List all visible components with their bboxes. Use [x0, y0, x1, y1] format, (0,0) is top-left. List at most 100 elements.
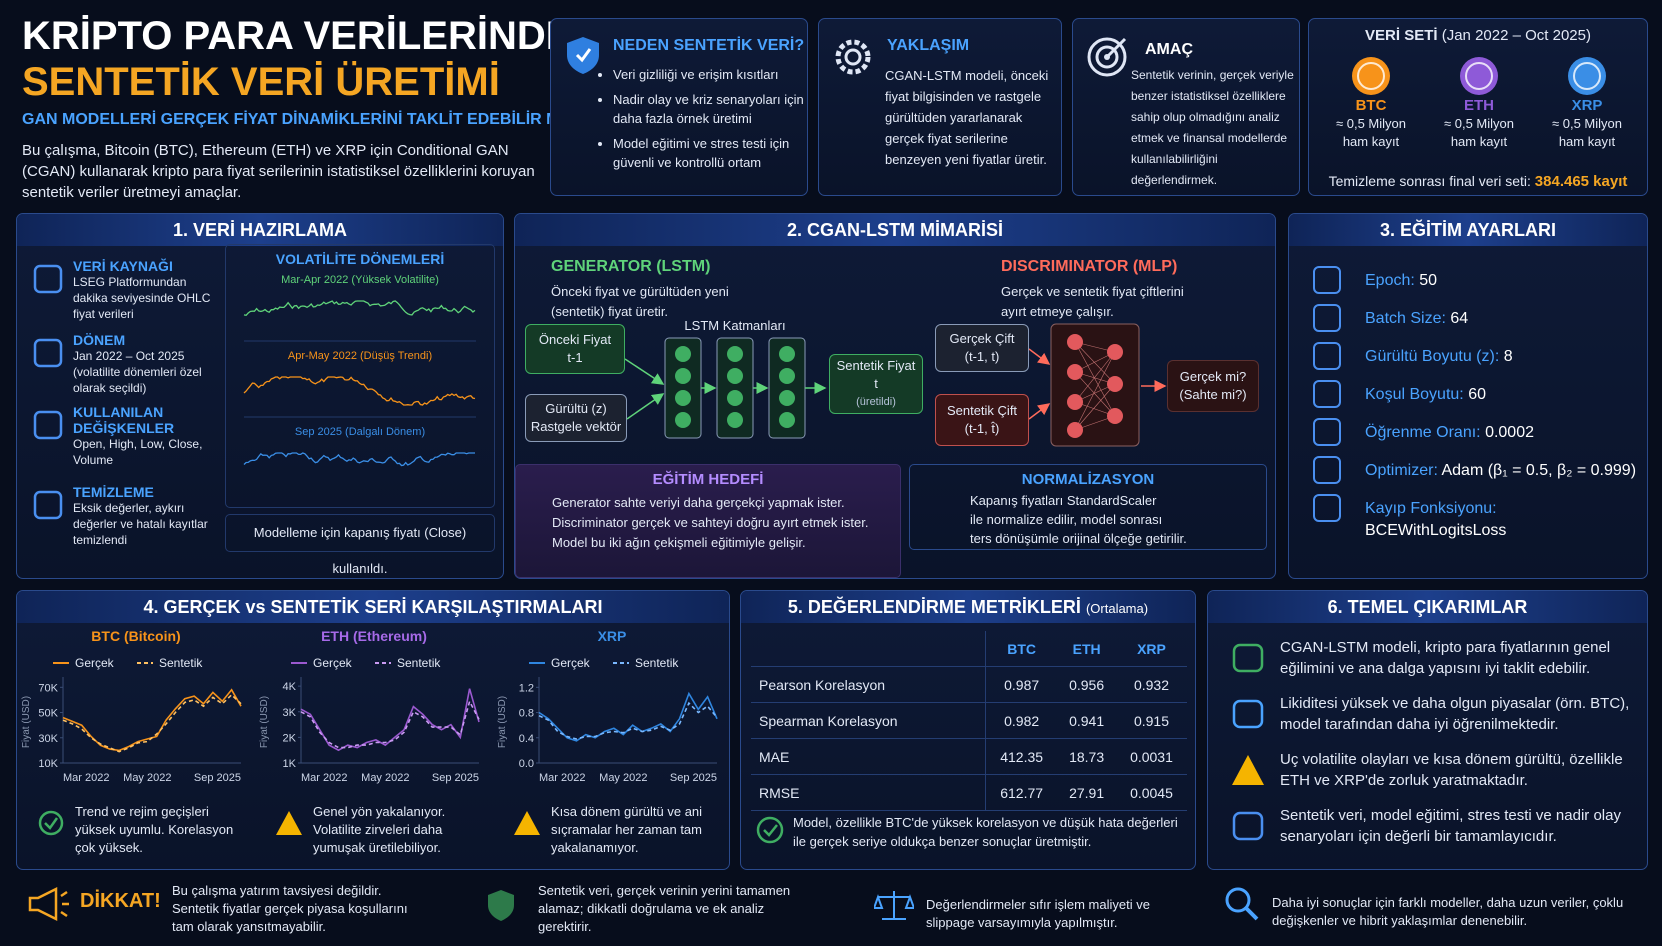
item-text: Open, High, Low, Close, Volume: [73, 437, 203, 467]
setting-icon: [1313, 380, 1341, 408]
coin-icon: [1460, 57, 1498, 95]
title-line1: KRİPTO PARA VERİLERİNDE: [22, 14, 573, 58]
coin-icon: [1352, 57, 1390, 95]
item-icon: [33, 490, 63, 520]
architecture-diagram: [624, 323, 1167, 447]
icon-shape: [1313, 266, 1341, 294]
dataset-title: VERİ SETİ: [1365, 27, 1438, 44]
metric-name: RMSE: [751, 774, 986, 811]
series-line: [538, 691, 718, 742]
prev-price-box: Önceki Fiyat t-1: [525, 324, 625, 374]
setting-icon: [1313, 418, 1341, 446]
finding-icon: [1232, 811, 1264, 841]
metric-value: 412.35: [985, 738, 1058, 775]
findings-list: CGAN-LSTM modeli, kripto para fiyatların…: [1208, 631, 1649, 867]
metric-name: Spearman Korelasyon: [751, 702, 986, 739]
metrics-note: Model, özellikle BTC'de yüksek korelasyo…: [793, 815, 1178, 849]
setting-value: 8: [1503, 348, 1513, 365]
card-dataset: VERİ SETİ (Jan 2022 – Oct 2025) BTC ≈ 0,5…: [1308, 18, 1648, 196]
coin-unit: ham kayıt: [1558, 134, 1616, 149]
coin-amount: ≈ 0,5 Milyon: [1444, 116, 1514, 131]
coin-name: XRP: [1571, 97, 1603, 114]
item-title: KULLANILAN DEĞİŞKENLER: [73, 404, 175, 436]
finding-text: Sentetik veri, model eğitimi, stres test…: [1280, 807, 1621, 845]
table-row: RMSE 612.77 27.91 0.0045: [751, 774, 1187, 811]
section-title: 5. DEĞERLENDİRME METRİKLERİ (Ortalama): [741, 591, 1195, 623]
icon-shape: [1232, 643, 1264, 673]
coin: XRP ≈ 0,5 Milyon ham kayıt: [1533, 55, 1641, 165]
note-icon: [276, 811, 302, 835]
line: ile normalize edilir, model sonrası: [970, 512, 1163, 527]
prep-item: VERİ KAYNAĞI LSEG Platformundan dakika se…: [27, 258, 219, 322]
section-title: 4. GERÇEK vs SENTETİK SERİ KARŞILAŞTIRMA…: [17, 591, 729, 623]
volatility-panels: Mar-Apr 2022 (Yüksek Volatilite) Apr-May …: [243, 274, 476, 467]
icon-shape: [1313, 380, 1341, 408]
line: Model bu iki ağın çekişmeli eğitimiyle g…: [552, 535, 806, 550]
coin: BTC ≈ 0,5 Milyon ham kayıt: [1317, 55, 1425, 165]
finding-icon: [1232, 699, 1264, 729]
metric-name: Pearson Korelasyon: [751, 666, 986, 703]
setting-text: Epoch: 50: [1365, 270, 1645, 292]
dataset-period: (Jan 2022 – Oct 2025): [1441, 27, 1591, 44]
coin-unit: ham kayıt: [1342, 134, 1400, 149]
x-tick-label: May 2022: [599, 772, 647, 784]
line: ters dönüşümle orijinal ölçeğe getirilir…: [970, 531, 1187, 546]
line: Kapanış fiyatları StandardScaler: [970, 493, 1157, 508]
note-text: Genel yön yakalanıyor. Volatilite zirvel…: [313, 804, 446, 855]
generator-title: GENERATOR (LSTM): [551, 258, 711, 275]
section-architecture: 2. CGAN-LSTM MİMARİSİ GENERATOR (LSTM) Ö…: [514, 213, 1276, 579]
check-icon: [756, 816, 784, 844]
y-axis-label: Fiyat (USD): [21, 696, 32, 748]
final-label: Temizleme sonrası final veri seti:: [1328, 173, 1531, 189]
generator-arrows: [624, 358, 827, 420]
finding-text: Likiditesi yüksek ve daha olgun piyasala…: [1280, 695, 1630, 733]
series-line: [300, 699, 480, 749]
legend-label: Sentetik: [159, 656, 203, 670]
megaphone-icon: [28, 886, 69, 922]
header-cell: [751, 631, 986, 667]
metric-value: 0.956: [1057, 666, 1116, 703]
synthetic-price-box: Sentetik Fiyat t (üretildi): [829, 354, 923, 414]
label: Gerçek mi?: [1179, 369, 1247, 384]
description: Bu çalışma, Bitcoin (BTC), Ethereum (ETH…: [22, 142, 535, 201]
volatility-box: VOLATİLİTE DÖNEMLERİ Mar-Apr 2022 (Yükse…: [225, 244, 495, 508]
table-header: BTC ETH XRP: [751, 631, 1187, 667]
x-tick-label: May 2022: [123, 772, 171, 784]
y-tick-label: 70K: [38, 682, 58, 694]
icon-shape: [44, 817, 59, 830]
footer-text: Daha iyi sonuçlar için farklı modeller, …: [1272, 895, 1624, 928]
section-title: 1. VERİ HAZIRLAMA: [17, 214, 503, 246]
metric-value: 0.0031: [1115, 738, 1187, 775]
dataset-heading: VERİ SETİ (Jan 2022 – Oct 2025): [1309, 27, 1647, 44]
metric-value: 27.91: [1057, 774, 1116, 811]
prep-list: VERİ KAYNAĞI LSEG Platformundan dakika se…: [27, 258, 219, 574]
setting-value: 0.0002: [1485, 424, 1534, 441]
setting-text: Koşul Boyutu: 60: [1365, 384, 1645, 406]
card-goal: AMAÇ Sentetik verinin, gerçek veriyle be…: [1072, 18, 1300, 196]
icon-shape: [1313, 342, 1341, 370]
note-text: Trend ve rejim geçişleri yüksek uyumlu. …: [75, 804, 234, 855]
period-label: Apr-May 2022 (Düşüş Trendi): [288, 350, 432, 362]
setting-text: Gürültü Boyutu (z): 8: [1365, 346, 1645, 368]
prep-item: DÖNEM Jan 2022 – Oct 2025 (volatilite dön…: [27, 332, 219, 396]
footer-text: Değerlendirmeler sıfır işlem maliyeti ve…: [926, 897, 1150, 930]
setting-value: 50: [1419, 272, 1438, 289]
label: t-1: [567, 350, 583, 365]
metrics-table: BTC ETH XRP Pearson Korelasyon 0.987 0.956 0.9…: [751, 631, 1187, 811]
header-cell: BTC: [985, 631, 1058, 667]
lstm-cells: [664, 337, 806, 439]
title: 5. DEĞERLENDİRME METRİKLERİ: [787, 597, 1081, 617]
item-icon: [33, 410, 63, 440]
label: Sentetik Çift: [946, 403, 1018, 418]
section-training: 3. EĞİTİM AYARLARI Epoch: 50 Batch Size: …: [1288, 213, 1648, 579]
item-title: TEMİZLEME: [73, 484, 154, 500]
setting-label: Gürültü Boyutu (z):: [1365, 348, 1500, 365]
label: Gerçek Çift: [949, 331, 1015, 346]
training-goal-title: EĞİTİM HEDEFİ: [652, 471, 764, 488]
metric-value: 0.941: [1057, 702, 1116, 739]
y-tick-label: 0.0: [519, 758, 534, 770]
line-chart: XRP Gerçek Sentetik Fiyat (USD) 0.0 0.4 0.8 1.2…: [497, 628, 718, 784]
coin-row: BTC ≈ 0,5 Milyon ham kayıt ETH ≈ 0,5 Milyon h…: [1317, 55, 1641, 165]
metric-value: 612.77: [985, 774, 1058, 811]
